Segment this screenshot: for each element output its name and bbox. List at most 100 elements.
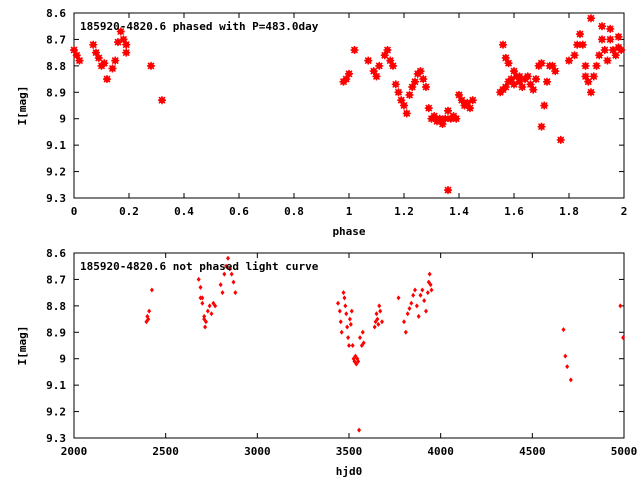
data-point <box>394 88 403 97</box>
x-tick-label: 3000 <box>244 445 271 458</box>
data-point <box>589 72 598 81</box>
data-point <box>213 303 218 309</box>
data-point <box>523 72 532 81</box>
x-tick-label: 3500 <box>336 445 363 458</box>
y-tick-label: 8.9 <box>46 326 66 339</box>
data-point <box>361 340 366 346</box>
data-point <box>444 106 452 115</box>
y-axis-label: I[mag] <box>16 86 29 126</box>
data-point <box>375 61 384 70</box>
data-point <box>598 35 606 44</box>
data-point <box>565 364 570 370</box>
x-tick-label: 0.6 <box>229 205 249 218</box>
y-tick-label: 8.7 <box>46 273 66 286</box>
y-tick-label: 8.9 <box>46 86 66 99</box>
data-point <box>402 109 411 118</box>
data-point <box>229 271 234 277</box>
data-point <box>576 30 584 39</box>
unphased-light-curve-panel: 2000 2500 3000 3500 4000 4500 5000 8.6 8.7 8.8 8.9… <box>16 247 637 478</box>
x-tick-label: 1.6 <box>504 205 524 218</box>
data-point <box>346 335 351 341</box>
data-point <box>614 32 623 41</box>
y-tick-label: 8.8 <box>46 60 66 73</box>
data-point <box>336 300 340 306</box>
data-point <box>94 53 103 62</box>
data-point <box>403 329 408 335</box>
x-tick-label: 1.2 <box>394 205 414 218</box>
data-point <box>581 72 590 81</box>
data-point <box>419 75 428 84</box>
data-point <box>357 427 362 433</box>
data-point <box>158 96 166 105</box>
data-point <box>202 313 207 319</box>
data-point <box>425 290 430 296</box>
data-point <box>196 276 201 282</box>
data-point <box>203 324 208 330</box>
data-point <box>349 308 354 314</box>
data-point <box>376 321 381 327</box>
x-axis-label: phase <box>332 225 365 238</box>
data-point <box>391 80 400 89</box>
y-tick-label: 8.6 <box>46 247 66 260</box>
data-point <box>116 27 125 36</box>
axis-ticks: 2000 2500 3000 3500 4000 4500 5000 8.6 8.7 8.8 8.9… <box>46 247 637 458</box>
data-point <box>438 120 447 128</box>
data-point <box>342 295 347 301</box>
data-point <box>100 59 109 68</box>
data-point <box>428 282 433 288</box>
data-point <box>427 271 432 277</box>
chart-title: 185920-4820.6 not phased light curve <box>80 260 319 273</box>
data-point <box>146 316 151 322</box>
data-point <box>578 40 587 49</box>
data-point <box>518 83 527 91</box>
data-point <box>396 295 401 301</box>
data-point <box>227 266 232 272</box>
y-tick-label: 8.7 <box>46 33 66 46</box>
data-point <box>389 61 397 70</box>
data-point <box>411 292 416 298</box>
data-point <box>378 308 383 314</box>
data-point <box>220 290 225 296</box>
y-axis-label: I[mag] <box>16 326 29 366</box>
data-point <box>356 358 361 364</box>
data-point <box>70 46 78 54</box>
data-point <box>207 303 212 309</box>
data-point <box>570 51 579 60</box>
y-tick-label: 9.2 <box>46 166 66 179</box>
data-point <box>424 104 433 113</box>
data-point <box>611 51 620 60</box>
x-tick-label: 0.4 <box>174 205 194 218</box>
data-point <box>205 308 210 314</box>
y-tick-label: 8.6 <box>46 7 66 20</box>
data-point <box>337 308 342 314</box>
data-point <box>407 306 412 311</box>
data-point <box>537 122 546 131</box>
data-point <box>441 114 450 123</box>
data-point <box>411 77 419 86</box>
data-point <box>592 61 601 70</box>
data-point <box>343 303 348 309</box>
data-point <box>565 56 573 65</box>
data-point <box>429 287 434 293</box>
y-tick-label: 9.1 <box>46 139 66 152</box>
data-points <box>144 255 626 433</box>
data-point <box>606 35 615 44</box>
data-point <box>587 88 595 97</box>
data-point <box>452 114 461 123</box>
data-point <box>218 282 223 288</box>
data-point <box>598 22 606 31</box>
data-point <box>422 83 430 91</box>
data-point <box>405 311 410 317</box>
data-point <box>122 48 131 57</box>
data-point <box>226 255 230 261</box>
data-point <box>111 56 120 65</box>
data-point <box>529 85 538 94</box>
data-point <box>587 14 595 23</box>
data-point <box>224 263 229 269</box>
data-point <box>147 308 152 314</box>
data-point <box>338 319 343 325</box>
data-point <box>200 300 205 306</box>
x-tick-label: 2500 <box>152 445 179 458</box>
data-point <box>380 319 384 325</box>
data-point <box>618 303 623 309</box>
